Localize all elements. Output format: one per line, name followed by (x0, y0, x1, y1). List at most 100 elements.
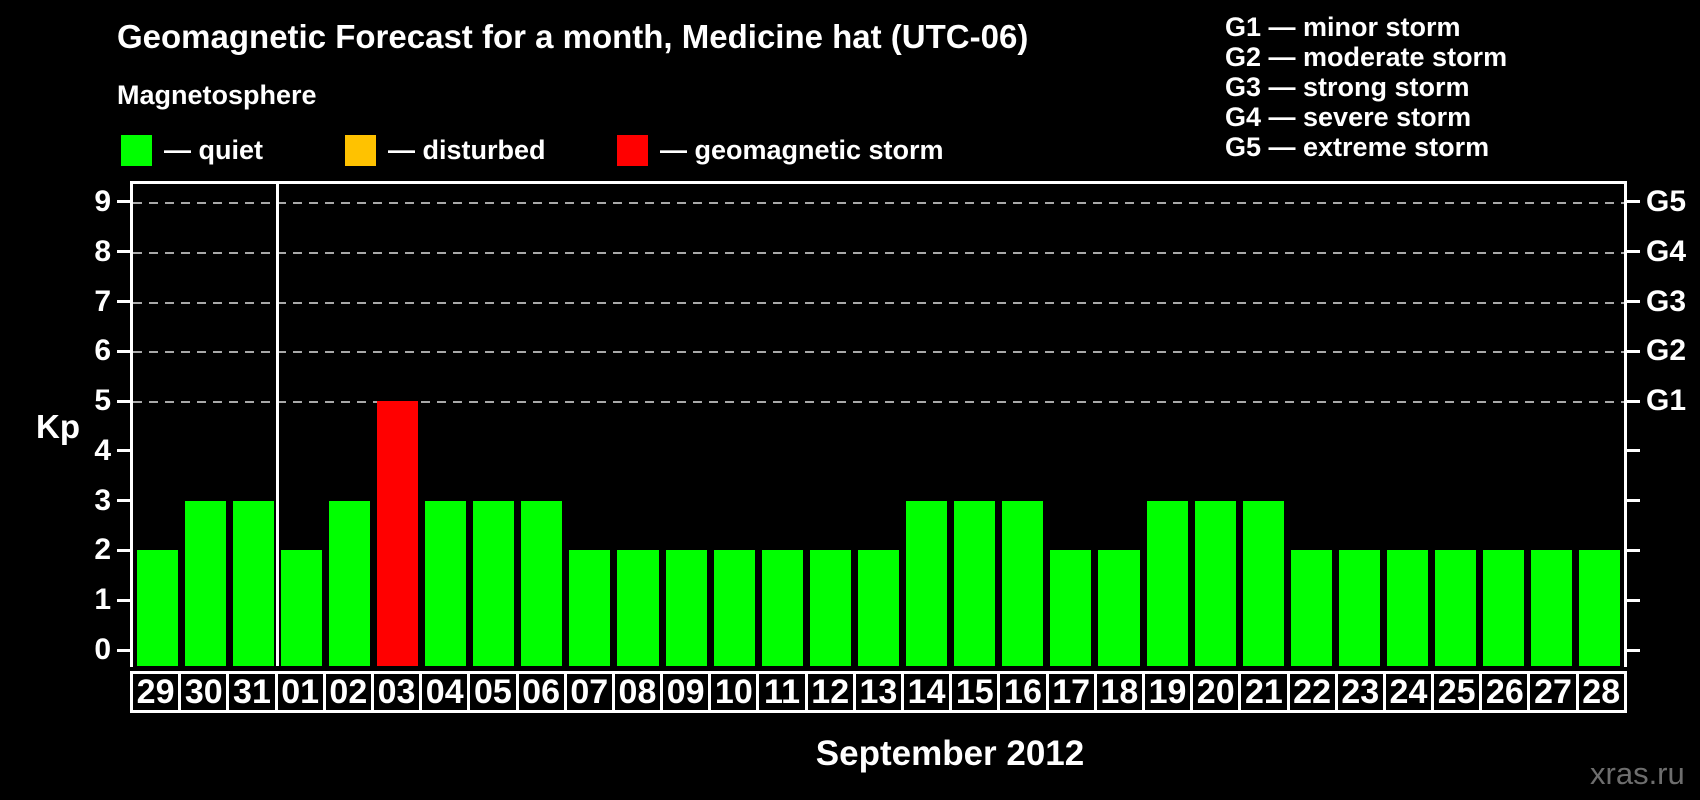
kp-bar-day-30 (184, 500, 226, 666)
kp-bar-day-29 (136, 550, 178, 666)
kp-bar-day-21 (1242, 500, 1284, 666)
kp-bar-day-07 (569, 550, 611, 666)
y-tick-left-6 (117, 349, 130, 353)
kp-bar-day-15 (954, 500, 996, 666)
storm-scale-legend: G1 — minor storm G2 — moderate storm G3 … (1225, 12, 1507, 162)
day-label-15: 15 (949, 671, 1001, 713)
legend-item-quiet: — quiet (121, 134, 263, 166)
kp-bar-day-17 (1050, 550, 1092, 666)
kp-bar-day-02 (328, 500, 370, 666)
storm-scale-g2: G2 — moderate storm (1225, 42, 1508, 72)
y-tick-label-5: 5 (94, 384, 111, 418)
day-label-02: 02 (322, 671, 374, 713)
day-label-08: 08 (611, 671, 664, 713)
kp-bar-day-11 (761, 550, 803, 666)
kp-bar-day-06 (521, 500, 563, 666)
y-tick-right-7 (1627, 300, 1640, 304)
legend-item-storm: — geomagnetic storm (617, 134, 944, 166)
y-axis-label: Kp (36, 408, 80, 445)
day-label-17: 17 (1045, 671, 1097, 713)
kp-bar-day-28 (1579, 550, 1621, 666)
g-axis-label-g2: G2 (1646, 334, 1687, 368)
day-label-27: 27 (1527, 671, 1579, 713)
gridline-kp7 (133, 301, 1624, 304)
day-label-03: 03 (370, 671, 423, 713)
kp-bar-day-23 (1338, 550, 1380, 666)
day-label-09: 09 (660, 671, 712, 713)
chart-title: Geomagnetic Forecast for a month, Medici… (117, 18, 1029, 55)
day-label-19: 19 (1141, 671, 1194, 713)
y-tick-left-5 (117, 399, 130, 403)
day-label-30: 30 (178, 671, 230, 713)
day-label-21: 21 (1238, 671, 1290, 713)
day-label-04: 04 (419, 671, 471, 713)
day-label-23: 23 (1334, 671, 1386, 713)
g-axis-label-g5: G5 (1646, 184, 1687, 218)
kp-bar-day-13 (857, 550, 900, 666)
kp-bar-day-16 (1002, 500, 1044, 666)
kp-bar-day-26 (1483, 550, 1525, 666)
y-tick-label-7: 7 (94, 284, 111, 318)
day-label-01: 01 (274, 671, 326, 713)
y-tick-right-3 (1627, 499, 1640, 503)
kp-bar-day-10 (713, 550, 755, 666)
y-tick-label-2: 2 (94, 533, 111, 567)
kp-bar-day-09 (665, 550, 707, 666)
gridline-kp6 (133, 351, 1624, 354)
storm-scale-g1: G1 — minor storm (1225, 12, 1461, 42)
kp-bar-day-25 (1435, 550, 1477, 666)
y-tick-left-4 (117, 449, 130, 453)
day-label-14: 14 (901, 671, 953, 713)
legend-label-disturbed: — disturbed (388, 134, 546, 165)
legend-label-storm: — geomagnetic storm (660, 134, 944, 165)
day-label-24: 24 (1382, 671, 1435, 713)
y-tick-label-1: 1 (94, 583, 111, 617)
g-axis-label-g3: G3 (1646, 284, 1687, 318)
month-boundary-line (275, 184, 279, 666)
plot-area (130, 181, 1627, 667)
legend-label-quiet: — quiet (164, 134, 263, 165)
day-label-06: 06 (515, 671, 567, 713)
y-tick-label-0: 0 (94, 633, 111, 666)
y-tick-left-2 (117, 548, 130, 552)
y-tick-right-8 (1627, 250, 1640, 254)
kp-bar-day-20 (1194, 500, 1236, 666)
g-axis-label-g4: G4 (1646, 234, 1687, 268)
quiet-color-swatch (121, 134, 152, 166)
storm-scale-g3: G3 — strong storm (1225, 72, 1470, 102)
kp-bar-day-04 (425, 500, 467, 666)
kp-bar-day-24 (1387, 550, 1429, 666)
day-label-22: 22 (1286, 671, 1338, 713)
y-tick-left-3 (117, 499, 130, 503)
storm-scale-g4: G4 — severe storm (1225, 102, 1472, 132)
kp-bar-day-14 (906, 500, 948, 666)
day-label-18: 18 (1093, 671, 1145, 713)
kp-bar-day-27 (1531, 550, 1573, 666)
kp-bar-day-08 (617, 550, 659, 666)
chart-subtitle: Magnetosphere (117, 80, 317, 110)
y-tick-left-9 (117, 200, 130, 204)
kp-bar-day-22 (1290, 550, 1332, 666)
gridline-kp5 (133, 401, 1624, 404)
y-tick-right-6 (1627, 349, 1640, 353)
y-tick-right-1 (1627, 598, 1640, 602)
legend-item-disturbed: — disturbed (345, 134, 546, 166)
kp-bar-day-03 (376, 401, 419, 666)
kp-bar-day-05 (473, 500, 515, 666)
y-tick-label-3: 3 (94, 483, 111, 517)
day-label-16: 16 (997, 671, 1049, 713)
storm-color-swatch (617, 134, 648, 166)
y-tick-right-2 (1627, 548, 1640, 552)
day-label-25: 25 (1431, 671, 1483, 713)
day-label-20: 20 (1190, 671, 1242, 713)
y-tick-label-9: 9 (94, 184, 111, 218)
day-label-28: 28 (1575, 671, 1627, 713)
day-label-11: 11 (756, 671, 808, 713)
gridline-kp8 (133, 251, 1624, 254)
y-tick-right-9 (1627, 200, 1640, 204)
kp-bar-day-18 (1098, 550, 1140, 666)
y-tick-left-7 (117, 300, 130, 304)
day-label-05: 05 (467, 671, 519, 713)
y-tick-label-4: 4 (94, 433, 111, 467)
